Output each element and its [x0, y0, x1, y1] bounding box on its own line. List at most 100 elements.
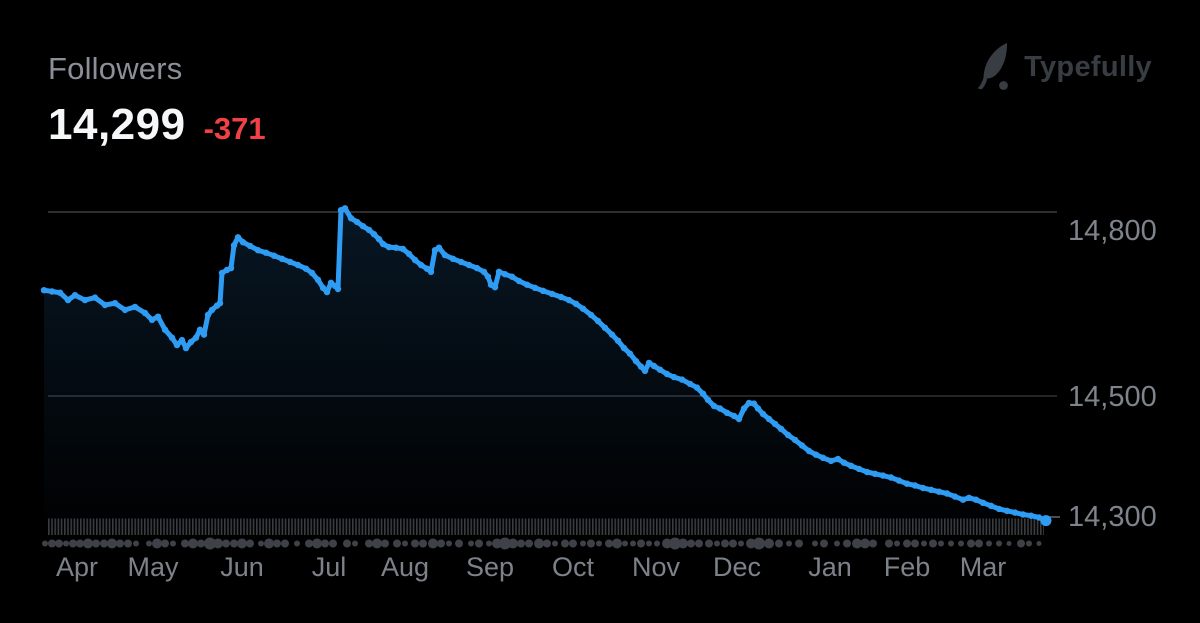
activity-dot [929, 539, 937, 548]
data-point-marker [871, 470, 879, 477]
activity-dot [764, 538, 774, 549]
activity-dot [605, 539, 613, 548]
data-point-marker [965, 494, 973, 501]
data-point-marker [805, 447, 813, 455]
data-point-marker [141, 309, 149, 317]
data-point-marker [730, 412, 738, 420]
data-point-marker [812, 451, 820, 458]
data-point-marker [216, 300, 224, 307]
data-point-marker [270, 252, 278, 259]
metric-value-row: 14,299 -371 [48, 100, 266, 150]
data-point-marker [834, 455, 842, 463]
activity-dot [622, 540, 628, 547]
y-axis-label: 14,800 [1068, 215, 1157, 247]
data-point-marker [645, 359, 653, 367]
data-point-marker [111, 300, 119, 307]
data-point-marker [294, 261, 302, 269]
data-point-marker [863, 468, 871, 476]
activity-dot [273, 539, 281, 548]
data-point-marker [943, 490, 951, 497]
data-point-marker [798, 442, 806, 449]
data-point-marker [405, 250, 413, 258]
y-axis-label: 14,300 [1068, 501, 1157, 533]
activity-dot [264, 538, 274, 549]
activity-dot [83, 538, 93, 549]
data-point-marker [359, 223, 367, 230]
activity-dot [738, 540, 744, 547]
data-point-marker [587, 311, 595, 319]
data-point-marker [663, 370, 671, 378]
data-point-marker [819, 454, 827, 461]
data-point-marker [370, 231, 378, 238]
data-point-marker [131, 303, 139, 311]
data-point-marker [840, 459, 848, 466]
x-axis-label: Mar [960, 552, 1007, 582]
activity-dot [294, 540, 300, 547]
activity-dot [852, 538, 862, 549]
activity-dot [834, 540, 840, 547]
data-point-marker [620, 344, 628, 352]
data-point-marker [278, 255, 286, 262]
activity-dot [146, 540, 152, 547]
data-point-marker [480, 268, 488, 275]
activity-dot [1026, 540, 1032, 547]
x-axis-label: May [127, 552, 179, 582]
data-point-marker [262, 249, 270, 256]
data-point-marker [1035, 514, 1043, 521]
data-point-marker [903, 480, 911, 487]
activity-dot [543, 539, 551, 548]
activity-dot [76, 539, 84, 548]
data-point-marker [484, 273, 492, 280]
activity-dot [894, 540, 900, 547]
y-axis-label: 14,500 [1068, 381, 1157, 413]
data-point-marker [626, 350, 634, 357]
data-point-marker [987, 502, 995, 509]
activity-dot [921, 540, 927, 547]
data-point-marker [995, 505, 1003, 513]
data-point-marker [81, 296, 89, 304]
data-point-marker [323, 288, 331, 296]
data-point-marker [723, 409, 731, 416]
activity-dot [42, 540, 48, 547]
activity-dot [213, 538, 223, 549]
activity-dot [1036, 541, 1042, 546]
data-point-marker [192, 334, 200, 341]
activity-dot [419, 539, 427, 548]
activity-dot [843, 539, 851, 548]
data-point-marker [895, 477, 903, 484]
activity-dot [63, 540, 69, 547]
data-point-marker [632, 357, 640, 365]
activity-dot [92, 539, 100, 548]
data-point-marker [847, 462, 855, 469]
data-point-marker [353, 218, 361, 226]
activity-dot [820, 539, 828, 548]
activity-dot [911, 539, 919, 548]
followers-delta: -371 [203, 111, 266, 146]
data-point-marker [750, 400, 758, 407]
activity-dot [107, 538, 117, 549]
activity-dot [133, 540, 139, 547]
activity-dot [437, 539, 445, 548]
data-point-marker [515, 277, 523, 285]
activity-dot [492, 538, 502, 549]
data-point-marker [286, 258, 294, 266]
activity-dot [381, 539, 389, 548]
activity-dot [587, 539, 595, 548]
data-point-marker [347, 215, 355, 222]
data-point-marker [308, 269, 316, 277]
activity-dot [714, 540, 720, 547]
data-point-marker [879, 472, 887, 479]
activity-dot [729, 539, 737, 548]
data-point-marker [1011, 509, 1019, 516]
activity-dot [188, 538, 198, 549]
data-point-marker [601, 324, 609, 331]
data-point-marker [745, 399, 753, 407]
activity-dot [986, 540, 992, 547]
activity-dot [237, 538, 247, 549]
data-point-marker [302, 265, 310, 272]
data-point-marker [64, 296, 72, 304]
data-point-marker [919, 484, 927, 492]
data-point-marker [334, 285, 342, 293]
activity-dot [869, 539, 877, 548]
